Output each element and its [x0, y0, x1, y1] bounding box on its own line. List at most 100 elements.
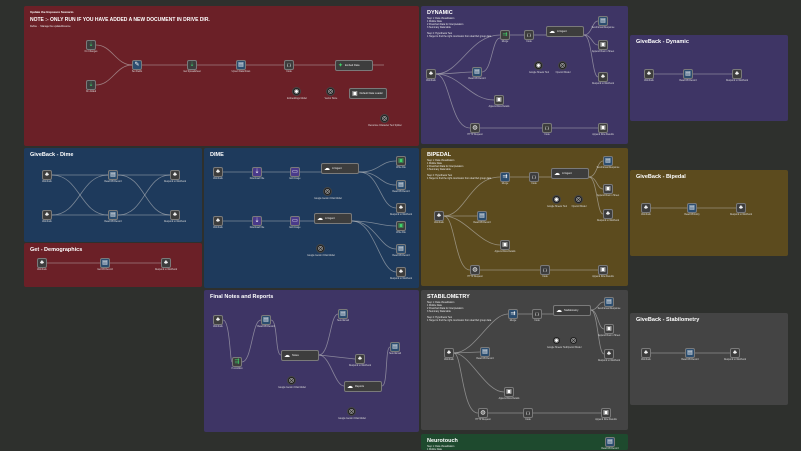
node-send-email-response[interactable]: ▤	[598, 16, 608, 26]
group-givedime[interactable]: GiveBack - Dime	[24, 148, 202, 242]
node-respond-to-webhook[interactable]: ♣	[730, 348, 740, 358]
node-google-sheets-tool[interactable]: ◉	[534, 61, 543, 70]
node-http-request[interactable]: ◍	[478, 408, 488, 418]
node-read-db-record[interactable]: ▤	[261, 315, 271, 325]
node-webhook[interactable]: ♣	[37, 258, 47, 268]
node-ai-agent[interactable]: ☁ AI Agent	[551, 168, 589, 179]
node-respond-to-webhook[interactable]: ♣	[732, 69, 742, 79]
group-givebip[interactable]: GiveBack - Bipedal	[630, 170, 788, 256]
node-http-request[interactable]: ◍	[470, 123, 480, 133]
node-openai-model[interactable]: ◎	[569, 336, 578, 345]
node-append-row-details[interactable]: ▣	[494, 95, 504, 105]
node-merge[interactable]: ⇉	[500, 172, 510, 182]
node-read-db-record[interactable]: ▤	[683, 69, 693, 79]
node-read-db-record[interactable]: ▤	[108, 210, 118, 220]
node-code[interactable]: { }	[540, 265, 550, 275]
node-download-file[interactable]: ⇣	[252, 167, 262, 177]
node-code[interactable]: { }	[542, 123, 552, 133]
node-on-added[interactable]: ⇣	[86, 80, 96, 90]
node-merge[interactable]: ⇉	[500, 30, 510, 40]
node-read-db-record[interactable]: ▤	[396, 244, 406, 254]
node-webhook[interactable]: ♣	[42, 210, 52, 220]
node-respond-to-webhook[interactable]: ♣	[396, 203, 406, 213]
node-respond-to-webhook[interactable]: ♣	[161, 258, 171, 268]
node-vector-store[interactable]: ◎	[326, 87, 335, 96]
node-google-gemini-chat-model[interactable]: ◎	[323, 187, 332, 196]
node-read-db-record[interactable]: ▤	[605, 437, 615, 447]
node-append-row-details[interactable]: ▣	[500, 240, 510, 250]
node-read-db-record[interactable]: ▤	[480, 347, 490, 357]
node-stabilometry[interactable]: ☁ Stabilometry	[553, 305, 591, 316]
node-append-row-results[interactable]: ▣	[598, 265, 608, 275]
node-read-db-entry[interactable]: ▤	[687, 203, 697, 213]
node-read-db-record[interactable]: ▤	[108, 170, 118, 180]
node-openai-model[interactable]: ◎	[558, 61, 567, 70]
node-write-file[interactable]: ▣	[396, 221, 406, 231]
group-givedyn[interactable]: GiveBack - Dynamic	[630, 35, 788, 121]
node-respond-to-webhook[interactable]: ♣	[170, 170, 180, 180]
node-append-row-in-sheet[interactable]: ▣	[603, 184, 613, 194]
group-givestab[interactable]: GiveBack - Stabilometry	[630, 313, 788, 405]
node-append-row-in-sheet[interactable]: ▣	[604, 324, 614, 334]
node-upsert-data-rows[interactable]: ▤	[236, 60, 246, 70]
node-get-db-record[interactable]: ▤	[100, 258, 110, 268]
node-set-fields[interactable]: ✎	[132, 60, 142, 70]
node-get-spreadsheet[interactable]: ⇣	[187, 60, 197, 70]
node-read-db-record[interactable]: ▤	[472, 67, 482, 77]
node-send-email[interactable]: ▤	[390, 342, 400, 352]
node-read-db-record[interactable]: ▤	[477, 211, 487, 221]
node-webhook[interactable]: ♣	[641, 348, 651, 358]
node-webhook[interactable]: ♣	[213, 315, 223, 325]
node-send-email[interactable]: ▤	[338, 309, 348, 319]
node-webhook[interactable]: ♣	[444, 348, 454, 358]
node-respond-to-webhook[interactable]: ♣	[736, 203, 746, 213]
node-respond-to-webhook[interactable]: ♣	[603, 209, 613, 219]
node-append-row-results[interactable]: ▣	[598, 123, 608, 133]
node-append-row-details[interactable]: ▣	[504, 387, 514, 397]
node-default-data-loader[interactable]: ▣ Default Data Loader	[349, 88, 387, 99]
node-respond-to-webhook[interactable]: ♣	[396, 267, 406, 277]
node-code[interactable]: { }	[532, 309, 542, 319]
node-append-row-in-sheet[interactable]: ▣	[598, 40, 608, 50]
node-webhook[interactable]: ♣	[213, 167, 223, 177]
node-edit-image[interactable]: ▭	[290, 167, 300, 177]
node-send-email-response[interactable]: ▤	[604, 297, 614, 307]
node-google-gemini-chat-model[interactable]: ◎	[316, 244, 325, 253]
node-google-sheets-tool[interactable]: ◉	[552, 336, 561, 345]
node-if-condition[interactable]: ⇶	[232, 357, 242, 367]
node-on-changes[interactable]: ⇣	[86, 40, 96, 50]
node-notes[interactable]: ☁ Notes	[281, 350, 319, 361]
node-read-db-record[interactable]: ▤	[685, 348, 695, 358]
node-webhook[interactable]: ♣	[641, 203, 651, 213]
node-respond-to-webhook[interactable]: ♣	[598, 72, 608, 82]
node-embeddings-model[interactable]: ◉	[292, 87, 301, 96]
node-append-row-results[interactable]: ▣	[601, 408, 611, 418]
node-respond-to-webhook[interactable]: ♣	[170, 210, 180, 220]
node-download-file[interactable]: ⇣	[252, 216, 262, 226]
node-merge[interactable]: ⇉	[508, 309, 518, 319]
node-webhook[interactable]: ♣	[42, 170, 52, 180]
node-respond-to-webhook[interactable]: ♣	[604, 349, 614, 359]
node-google-gemini-chat-model[interactable]: ◎	[287, 376, 296, 385]
group-update[interactable]: Update the Exposure Scenario NOTE :- ONLY…	[24, 6, 419, 146]
node-embed-data[interactable]: ✦ Embed Data	[335, 60, 373, 71]
node-write-file[interactable]: ▣	[396, 156, 406, 166]
node-code[interactable]: { }	[284, 60, 294, 70]
node-ai-agent[interactable]: ☁ AI Agent	[546, 26, 584, 37]
node-edit-image[interactable]: ▭	[290, 216, 300, 226]
node-respond-to-webhook[interactable]: ♣	[355, 354, 365, 364]
node-read-db-record[interactable]: ▤	[396, 180, 406, 190]
node-reports[interactable]: ☁ Reports	[344, 381, 382, 392]
node-ai-agent[interactable]: ☁ AI Agent	[321, 163, 359, 174]
node-ai-agent[interactable]: ☁ AI Agent	[314, 213, 352, 224]
node-webhook[interactable]: ♣	[644, 69, 654, 79]
node-code[interactable]: { }	[524, 30, 534, 40]
node-send-email-response[interactable]: ▤	[603, 156, 613, 166]
node-http-request[interactable]: ◍	[470, 265, 480, 275]
node-webhook[interactable]: ♣	[434, 211, 444, 221]
node-webhook[interactable]: ♣	[426, 69, 436, 79]
node-google-gemini-chat-model[interactable]: ◎	[347, 407, 356, 416]
group-dime[interactable]: DIME	[204, 148, 419, 288]
node-code[interactable]: { }	[529, 172, 539, 182]
node-code[interactable]: { }	[523, 408, 533, 418]
